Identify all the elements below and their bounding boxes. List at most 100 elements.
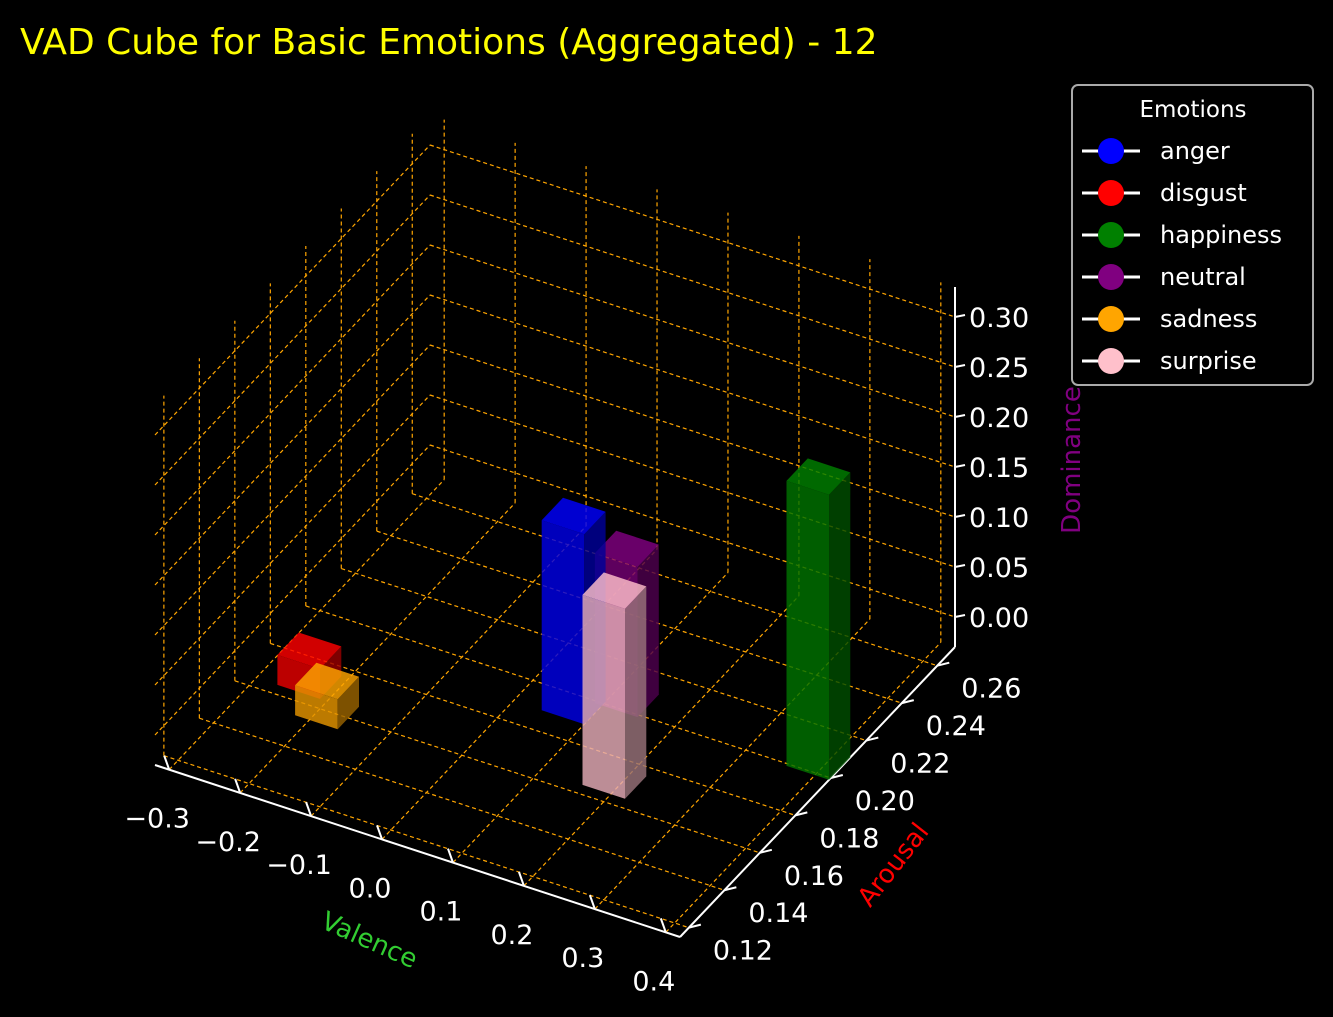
legend-title: Emotions	[1139, 97, 1246, 123]
legend: Emotions anger disgust happiness neutral sad…	[1071, 84, 1314, 386]
valence-tick-label: −0.2	[195, 827, 261, 858]
grid-line-back-z	[429, 244, 956, 418]
grid-line-floor-x	[239, 502, 516, 794]
grid-line-floor-x	[310, 525, 587, 817]
grid-line-back-z	[429, 394, 956, 568]
legend-marker	[1098, 180, 1124, 206]
arousal-axis-line	[679, 646, 956, 938]
bars	[277, 458, 851, 799]
legend-entry-anger: anger	[1082, 137, 1230, 165]
legend-label: anger	[1160, 137, 1230, 165]
legend-entry-happiness: happiness	[1082, 221, 1282, 249]
legend-frame	[1071, 84, 1314, 386]
grid-line-back-z	[429, 294, 956, 468]
grid-line-floor-y	[412, 493, 938, 667]
dominance-tick-label: 0.05	[969, 553, 1029, 584]
valence-tick-label: −0.1	[266, 850, 332, 881]
legend-marker	[1098, 222, 1124, 248]
arousal-tick-label: 0.12	[713, 936, 773, 967]
bar-face-side	[337, 676, 359, 730]
arousal-tick	[724, 886, 737, 892]
dominance-tick-label: 0.20	[969, 403, 1029, 434]
arousal-tick-label: 0.24	[926, 711, 986, 742]
dominance-axis-label: Dominance	[1057, 386, 1087, 534]
grid-line-left-z	[154, 444, 431, 736]
valence-tick-label: 0.4	[632, 966, 675, 997]
grid-line-floor-x	[594, 618, 871, 910]
dominance-tick	[954, 614, 966, 618]
grid-line-left-z	[154, 294, 431, 586]
arousal-tick-label: 0.20	[855, 786, 915, 817]
legend-entry-neutral: neutral	[1082, 263, 1246, 291]
grid-line-floor-x	[523, 595, 800, 887]
valence-tick	[659, 918, 667, 933]
valence-axis-line	[154, 764, 681, 938]
dominance-tick	[954, 464, 966, 468]
bar-face-top	[786, 458, 851, 495]
grid-line-back-z	[429, 444, 956, 618]
legend-entry-disgust: disgust	[1082, 179, 1247, 207]
grid-line-floor-y	[199, 717, 725, 891]
valence-tick	[588, 894, 596, 910]
bar-sadness	[295, 662, 359, 730]
bar-face-top	[594, 530, 659, 568]
valence-tick-label: 0.0	[349, 873, 392, 904]
legend-label: happiness	[1160, 221, 1282, 249]
grid-line-left-z	[154, 244, 431, 536]
dominance-tick-label: 0.30	[969, 303, 1029, 334]
bar-face-front	[582, 594, 625, 799]
bar-surprise	[582, 572, 647, 799]
valence-tick	[163, 755, 171, 770]
grid-line-back-z	[429, 194, 956, 368]
legend-marker	[1098, 348, 1124, 374]
grid-line-floor-y	[270, 642, 796, 816]
bar-face-top	[582, 572, 647, 609]
legend-label: disgust	[1160, 179, 1247, 207]
axes: −0.3−0.2−0.1 0.0 0.1 0.2 0.3 0.4 0.12 0.14 0.16 0…	[124, 287, 1029, 997]
legend-marker	[1098, 138, 1124, 164]
arousal-tick-label: 0.16	[784, 861, 844, 892]
legend-label: sadness	[1160, 305, 1257, 333]
arousal-tick	[830, 773, 844, 779]
grid-line-floor-y	[163, 755, 690, 929]
dominance-tick	[954, 514, 966, 518]
valence-tick	[376, 825, 383, 840]
dominance-tick-label: 0.10	[969, 503, 1029, 534]
grid-line-left-z	[154, 194, 431, 486]
bar-face-side	[829, 472, 851, 780]
dominance-tick	[954, 414, 966, 418]
dominance-tick	[954, 364, 966, 368]
arousal-tick-label: 0.22	[890, 749, 950, 780]
dominance-tick	[954, 564, 966, 568]
dominance-tick	[954, 314, 966, 318]
arousal-tick	[688, 923, 702, 929]
legend-marker	[1098, 306, 1124, 332]
grid-line-floor-x	[665, 641, 942, 933]
arousal-tick-label: 0.14	[748, 898, 808, 929]
arousal-tick-label: 0.18	[819, 823, 879, 854]
arousal-tick	[866, 736, 879, 742]
grid-line-back-z	[429, 344, 956, 518]
valence-tick-label: 0.3	[561, 943, 604, 974]
legend-marker	[1098, 264, 1124, 290]
bar-face-front	[786, 480, 829, 780]
valence-tick-label: 0.1	[419, 897, 462, 928]
legend-label: neutral	[1160, 263, 1246, 291]
grid-line-left-z	[154, 394, 431, 686]
bar-face-top	[277, 632, 342, 669]
bar-happiness	[786, 458, 851, 780]
valence-tick	[234, 778, 242, 794]
chart-title: VAD Cube for Basic Emotions (Aggregated)…	[20, 22, 878, 63]
bar-face-top	[295, 662, 359, 700]
dominance-tick-label: 0.15	[969, 453, 1029, 484]
valence-tick-label: 0.2	[490, 920, 533, 951]
legend-label: surprise	[1160, 347, 1257, 375]
valence-tick	[517, 871, 525, 887]
legend-items: anger disgust happiness neutral sadness surpr…	[1082, 137, 1282, 375]
valence-tick-label: −0.3	[124, 804, 190, 835]
grid-line-back-z	[429, 144, 956, 318]
arousal-tick	[759, 848, 773, 854]
grid-line-left-z	[154, 144, 431, 436]
legend-entry-sadness: sadness	[1082, 305, 1257, 333]
